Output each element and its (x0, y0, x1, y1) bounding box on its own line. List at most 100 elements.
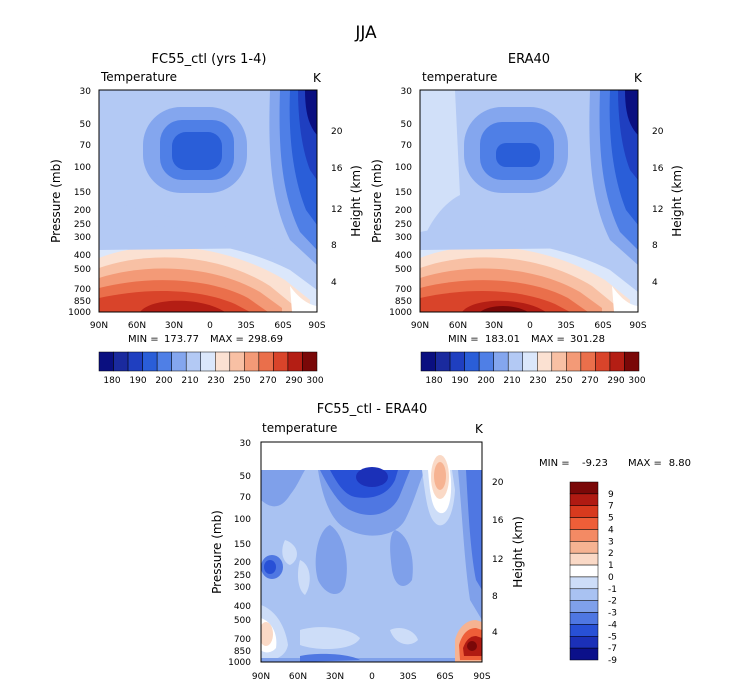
colorbar-swatch (569, 576, 599, 590)
svg-text:850: 850 (234, 647, 251, 657)
svg-text:50: 50 (240, 472, 252, 482)
colorbar-swatch (507, 351, 523, 372)
svg-text:-9.23: -9.23 (582, 458, 608, 469)
colorbar (420, 351, 640, 372)
colorbar-labels: 180 190 200 210 230 250 270 290 300 (425, 376, 645, 386)
y2-axis-ticks: 4 8 12 16 20 (331, 127, 343, 288)
colorbar-swatch (569, 624, 599, 637)
colorbar-swatch (215, 351, 231, 372)
svg-text:90N: 90N (411, 321, 429, 331)
svg-text:150: 150 (234, 540, 251, 550)
svg-text:290: 290 (607, 376, 624, 386)
colorbar-label: -1 (608, 585, 617, 595)
colorbar-label: -4 (608, 620, 617, 630)
panel-title: ERA40 (508, 52, 550, 67)
colorbar-swatch (142, 351, 158, 372)
y-axis-label: Pressure (mb) (370, 159, 384, 243)
svg-text:200: 200 (477, 376, 494, 386)
svg-text:4: 4 (492, 628, 498, 638)
colorbar-swatch (98, 351, 114, 372)
svg-text:70: 70 (401, 141, 413, 151)
svg-text:500: 500 (74, 265, 91, 275)
svg-text:90S: 90S (629, 321, 646, 331)
svg-text:MIN =: MIN = (128, 334, 159, 345)
svg-text:50: 50 (401, 120, 413, 130)
y2-axis-ticks: 4 8 12 16 20 (492, 478, 504, 638)
svg-text:30S: 30S (557, 321, 574, 331)
temperature-field (99, 90, 317, 312)
y2-axis-label: Height (km) (670, 165, 684, 236)
colorbar-swatch (449, 351, 465, 372)
colorbar (98, 351, 318, 372)
svg-text:180: 180 (103, 376, 120, 386)
panel-title: FC55_ctl - ERA40 (317, 402, 428, 417)
x-axis-ticks: 90N 60N 30N 0 30S 60S 90S (411, 321, 647, 331)
colorbar-swatch (302, 351, 318, 372)
svg-text:50: 50 (80, 120, 92, 130)
colorbar-label: -9 (608, 656, 617, 666)
svg-text:MAX =: MAX = (531, 334, 565, 345)
colorbar-swatch (200, 351, 216, 372)
colorbar-swatch (566, 351, 582, 372)
svg-text:70: 70 (80, 141, 92, 151)
colorbar-swatch (569, 612, 599, 625)
svg-text:0: 0 (527, 321, 533, 331)
svg-text:90N: 90N (90, 321, 108, 331)
svg-text:90N: 90N (252, 672, 270, 682)
svg-text:8: 8 (331, 241, 337, 251)
colorbar-swatch (493, 351, 509, 372)
colorbar-swatch (464, 351, 480, 372)
svg-text:400: 400 (395, 251, 412, 261)
svg-text:173.77: 173.77 (164, 334, 199, 345)
svg-text:8: 8 (492, 592, 498, 602)
colorbar-label: 3 (608, 537, 614, 547)
svg-text:12: 12 (492, 555, 503, 565)
panel-difference: FC55_ctl - ERA40 temperature K (210, 402, 691, 682)
svg-text:210: 210 (503, 376, 520, 386)
colorbar-swatch (420, 351, 436, 372)
stats-line: MIN = 173.77 MAX = 298.69 (128, 334, 283, 345)
svg-text:0: 0 (207, 321, 213, 331)
svg-text:12: 12 (652, 205, 663, 215)
colorbar-swatch (569, 552, 599, 566)
y2-axis-label: Height (km) (511, 516, 525, 587)
svg-text:400: 400 (74, 251, 91, 261)
svg-text:20: 20 (492, 478, 504, 488)
svg-text:30S: 30S (399, 672, 416, 682)
svg-text:60S: 60S (274, 321, 291, 331)
colorbar-swatch (569, 493, 599, 506)
colorbar-label: 5 (608, 514, 614, 524)
colorbar-swatch (595, 351, 611, 372)
svg-text:200: 200 (74, 206, 91, 216)
svg-text:850: 850 (74, 297, 91, 307)
colorbar-swatch (569, 529, 599, 542)
svg-text:190: 190 (451, 376, 468, 386)
colorbar-swatch (156, 351, 172, 372)
colorbar-swatch (171, 351, 187, 372)
svg-text:180: 180 (425, 376, 442, 386)
svg-text:30S: 30S (237, 321, 254, 331)
y-axis-label: Pressure (mb) (49, 159, 63, 243)
svg-text:MIN =: MIN = (448, 334, 479, 345)
svg-text:30N: 30N (485, 321, 503, 331)
colorbar-swatch (185, 351, 201, 372)
svg-text:16: 16 (492, 516, 504, 526)
svg-text:300: 300 (234, 583, 251, 593)
y2-axis-ticks: 4 8 12 16 20 (652, 127, 664, 288)
svg-text:100: 100 (395, 163, 412, 173)
svg-text:300: 300 (306, 376, 323, 386)
svg-text:301.28: 301.28 (570, 334, 605, 345)
svg-text:210: 210 (181, 376, 198, 386)
svg-text:0: 0 (369, 672, 375, 682)
svg-text:150: 150 (74, 188, 91, 198)
svg-text:500: 500 (234, 616, 251, 626)
colorbar-swatch (569, 541, 599, 554)
temperature-field (420, 90, 638, 312)
svg-text:230: 230 (207, 376, 224, 386)
colorbar-swatch (273, 351, 289, 372)
x-axis-ticks: 90N 60N 30N 0 30S 60S 90S (90, 321, 326, 331)
colorbar-swatch (287, 351, 303, 372)
svg-text:60N: 60N (449, 321, 467, 331)
colorbar-label: -2 (608, 597, 617, 607)
colorbar-swatch (522, 351, 538, 372)
